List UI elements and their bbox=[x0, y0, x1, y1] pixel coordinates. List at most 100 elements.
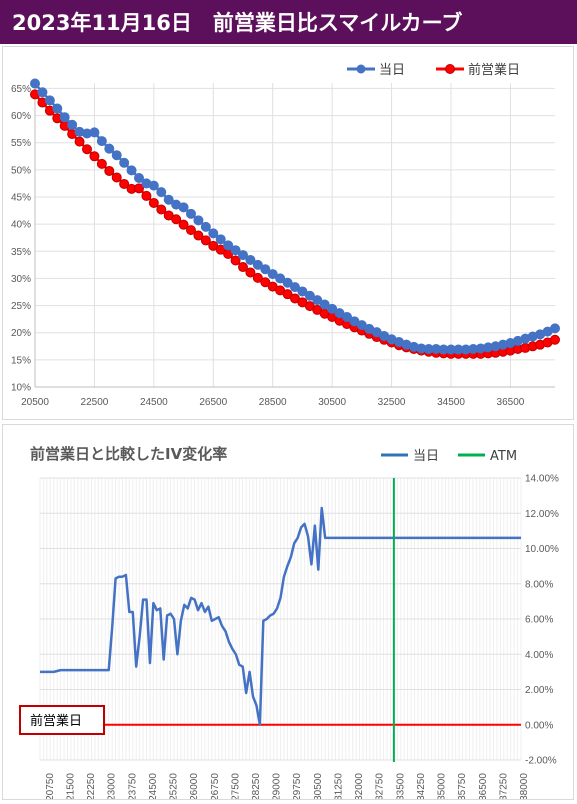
y-tick-label: 55% bbox=[11, 138, 31, 149]
point-today bbox=[126, 165, 137, 176]
point-prev bbox=[200, 235, 211, 246]
y-tick-label: 60% bbox=[11, 111, 31, 122]
point-today bbox=[245, 254, 256, 265]
point-prev bbox=[156, 204, 167, 215]
y-tick-label: 45% bbox=[11, 193, 31, 204]
x-tick-label: 23000 bbox=[107, 773, 118, 799]
point-today bbox=[163, 194, 174, 205]
y-tick-label: 35% bbox=[11, 247, 31, 258]
y-tick-label: 65% bbox=[11, 84, 31, 95]
chart-title: 前営業日と比較したIV変化率 bbox=[30, 445, 227, 463]
x-tick-label: 31250 bbox=[333, 773, 344, 799]
y-tick-label: 4.00% bbox=[525, 650, 553, 661]
point-today bbox=[312, 295, 323, 306]
legend-dot-prev bbox=[445, 64, 455, 74]
point-prev bbox=[141, 190, 152, 201]
point-prev bbox=[215, 244, 226, 255]
point-prev bbox=[245, 267, 256, 278]
point-today bbox=[342, 311, 352, 322]
y-tick-label: 12.00% bbox=[525, 509, 559, 520]
point-today bbox=[67, 119, 78, 130]
point-prev bbox=[238, 262, 248, 273]
point-today bbox=[223, 240, 234, 251]
point-prev bbox=[111, 172, 122, 183]
point-today bbox=[208, 228, 219, 239]
point-today bbox=[230, 245, 241, 256]
point-prev bbox=[178, 219, 189, 230]
legend-label-change-today: 当日 bbox=[413, 449, 439, 464]
y-tick-label: 14.00% bbox=[525, 474, 559, 485]
x-tick-label: 30500 bbox=[318, 397, 346, 408]
x-tick-label: 35750 bbox=[457, 773, 468, 799]
prev-day-callout-label: 前営業日 bbox=[30, 713, 82, 729]
x-tick-label: 34250 bbox=[416, 773, 427, 799]
point-today bbox=[96, 136, 107, 147]
point-today bbox=[267, 269, 278, 280]
x-tick-label: 32750 bbox=[375, 773, 386, 799]
point-today bbox=[186, 208, 196, 219]
point-today bbox=[119, 157, 130, 168]
y-tick-label: 40% bbox=[11, 220, 31, 231]
y-tick-label: 6.00% bbox=[525, 615, 553, 626]
point-today bbox=[282, 277, 293, 288]
point-prev bbox=[230, 255, 241, 266]
x-tick-label: 28500 bbox=[259, 397, 287, 408]
x-tick-label: 32500 bbox=[378, 397, 406, 408]
x-tick-label: 34500 bbox=[437, 397, 465, 408]
point-prev bbox=[260, 277, 271, 288]
y-tick-label: 50% bbox=[11, 165, 31, 176]
y-tick-label: 30% bbox=[11, 274, 31, 285]
point-today bbox=[30, 78, 40, 89]
prev-day-callout: 前営業日 bbox=[19, 705, 105, 735]
legend-label-prev: 前営業日 bbox=[468, 62, 520, 78]
point-today bbox=[111, 150, 122, 161]
x-tick-label: 35000 bbox=[437, 773, 448, 799]
point-prev bbox=[148, 197, 159, 208]
iv-change-line bbox=[40, 506, 521, 726]
point-prev bbox=[119, 178, 130, 189]
x-tick-label: 26000 bbox=[189, 773, 200, 799]
x-tick-label: 21500 bbox=[65, 773, 76, 799]
y-tick-label: 2.00% bbox=[525, 685, 553, 696]
series-today bbox=[30, 78, 560, 355]
point-today bbox=[327, 303, 338, 314]
change-lines bbox=[40, 478, 521, 762]
point-today bbox=[215, 234, 226, 245]
change-legend: 当日 ATM bbox=[381, 449, 517, 464]
point-prev bbox=[74, 136, 85, 147]
x-tick-label: 23750 bbox=[127, 773, 138, 799]
y-tick-label: 10.00% bbox=[525, 544, 559, 555]
x-tick-label: 36500 bbox=[497, 397, 525, 408]
iv-change-svg: 前営業日と比較したIV変化率 当日 ATM -2.00% 0.00% 2.00% 4.… bbox=[19, 445, 559, 801]
x-tick-label: 37250 bbox=[498, 773, 509, 799]
point-today bbox=[134, 173, 144, 183]
point-prev bbox=[550, 334, 560, 345]
line-today bbox=[34, 82, 556, 351]
y-tick-label: 10% bbox=[11, 383, 31, 394]
x-tick-label: 27500 bbox=[230, 773, 241, 799]
legend-label-today: 当日 bbox=[379, 63, 405, 78]
point-today bbox=[550, 323, 560, 334]
prev-day-callout-box bbox=[19, 705, 105, 735]
point-prev bbox=[282, 289, 293, 300]
x-tick-label: 25250 bbox=[169, 773, 180, 799]
smile-gridlines bbox=[34, 83, 555, 388]
smile-curve-chart: 当日 前営業日 10% 15% 20% 25% 30% 35% 40% 45% 50% 55% 60… bbox=[2, 46, 574, 420]
x-tick-label: 29000 bbox=[272, 773, 283, 799]
point-today bbox=[52, 103, 63, 114]
header-title-bar: 2023年11月16日 前営業日比スマイルカーブ bbox=[0, 0, 577, 44]
x-tick-label: 20750 bbox=[45, 773, 56, 799]
point-prev bbox=[82, 144, 92, 155]
x-tick-label: 38000 bbox=[519, 773, 530, 799]
x-tick-label: 33500 bbox=[395, 773, 406, 799]
x-tick-label: 26750 bbox=[210, 773, 221, 799]
point-today bbox=[156, 187, 167, 198]
point-prev bbox=[186, 225, 196, 236]
point-prev bbox=[134, 183, 144, 194]
x-tick-label: 22500 bbox=[81, 397, 109, 408]
legend-label-atm: ATM bbox=[490, 449, 517, 464]
point-today bbox=[44, 95, 55, 106]
point-prev bbox=[252, 272, 263, 283]
point-today bbox=[297, 286, 308, 297]
x-tick-label: 20500 bbox=[21, 397, 49, 408]
